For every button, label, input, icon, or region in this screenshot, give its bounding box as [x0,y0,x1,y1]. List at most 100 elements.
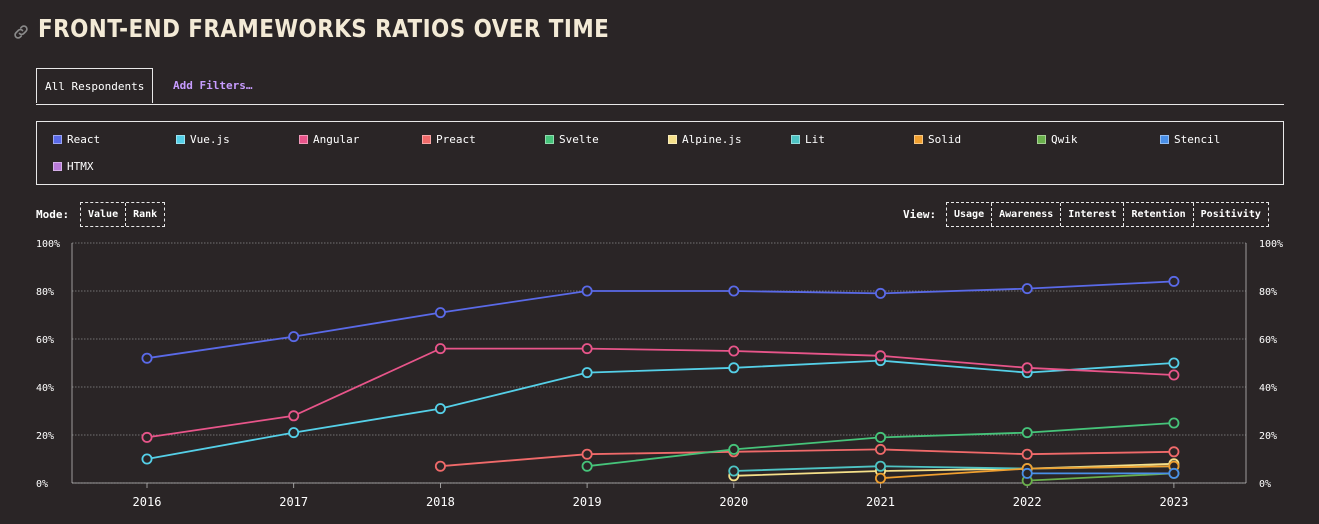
y-tick-label-left: 40% [36,383,54,394]
x-tick-label: 2017 [279,495,308,509]
tab-all-respondents[interactable]: All Respondents [36,68,154,103]
mode-rank-button[interactable]: Rank [133,209,158,220]
x-tick-label: 2020 [719,495,748,509]
legend-label: Stencil [1174,133,1221,146]
data-point-preact [581,448,593,460]
data-point-solid [875,472,887,484]
legend-swatch [1160,135,1169,144]
legend-item-stencil[interactable]: Stencil [1160,133,1220,146]
legend-label: Angular [313,133,360,146]
mode-value-button[interactable]: Value [81,203,127,226]
data-point-preact [1168,446,1180,458]
x-tick-label: 2016 [133,495,162,509]
legend-item-svelte[interactable]: Svelte [545,133,599,146]
legend-swatch [422,135,431,144]
legend-item-solid[interactable]: Solid [914,133,961,146]
add-filters-button[interactable]: Add Filters… [173,79,253,92]
data-point-angular [728,345,740,357]
view-positivity-button[interactable]: Positivity [1200,209,1261,220]
data-point-vue-js [581,367,593,379]
series-line-angular [146,347,1174,439]
view-awareness-button[interactable]: Awareness [992,203,1062,226]
legend-item-qwik[interactable]: Qwik [1037,133,1078,146]
legend-label: Lit [805,133,825,146]
title-row: FRONT-END FRAMEWORKS RATIOS OVER TIME [12,14,702,43]
data-point-react [1021,283,1033,295]
legend-item-alpine-js[interactable]: Alpine.js [668,133,742,146]
legend-swatch [545,135,554,144]
legend-label: Solid [928,133,962,146]
legend-label: Alpine.js [682,133,742,146]
y-tick-label-right: 100% [1259,239,1283,250]
legend-swatch [299,135,308,144]
x-tick-label: 2022 [1013,495,1042,509]
legend-label: React [67,133,101,146]
data-point-react [581,285,593,297]
data-point-preact [1021,448,1033,460]
data-point-react [141,352,153,364]
data-point-angular [581,343,593,355]
legend-item-angular[interactable]: Angular [299,133,359,146]
view-usage-button[interactable]: Usage [947,203,993,226]
data-point-preact [434,460,446,472]
data-point-angular [1021,362,1033,374]
filter-bar: All Respondents Add Filters… [36,68,1284,105]
data-point-svelte [1168,417,1180,429]
legend-swatch [668,135,677,144]
data-point-react [434,307,446,319]
x-tick-label: 2021 [866,495,895,509]
data-point-angular [141,431,153,443]
legend-label: Vue.js [190,133,230,146]
data-point-react [288,331,300,343]
y-tick-label-left: 80% [36,287,54,298]
legend-item-htmx[interactable]: HTMX [53,160,94,173]
data-point-react [1168,275,1180,287]
y-tick-label-left: 60% [36,335,54,346]
line-chart: 0% 0% 20% 20% 40% 40% 60% 60% 80% 80% 100% 100% 2016… [36,239,1283,509]
data-point-stencil [1021,467,1033,479]
view-retention-button[interactable]: Retention [1124,203,1194,226]
view-interest-button[interactable]: Interest [1061,203,1125,226]
legend-label: HTMX [67,160,94,173]
legend-swatch [1037,135,1046,144]
data-point-vue-js [141,453,153,465]
chart-legend: React Vue.js Angular Preact Svelte Alpine.js L… [36,121,1284,185]
link-icon[interactable] [12,23,30,41]
data-point-svelte [1021,427,1033,439]
page-title: FRONT-END FRAMEWORKS RATIOS OVER TIME [38,14,610,43]
legend-label: Svelte [559,133,599,146]
data-point-svelte [728,443,740,455]
data-point-svelte [875,431,887,443]
legend-label: Qwik [1051,133,1078,146]
data-point-angular [1168,369,1180,381]
data-point-angular [434,343,446,355]
y-tick-label-right: 0% [1259,479,1271,490]
data-point-vue-js [1168,357,1180,369]
legend-swatch [914,135,923,144]
series-line-alpine-js [733,462,1174,477]
legend-item-lit[interactable]: Lit [791,133,825,146]
y-tick-label-right: 40% [1259,383,1277,394]
legend-label: Preact [436,133,476,146]
mode-label: Mode: [36,208,70,221]
data-point-lit [728,465,740,477]
legend-swatch [53,135,62,144]
data-point-preact [875,443,887,455]
legend-item-vue-js[interactable]: Vue.js [176,133,230,146]
view-label: View: [903,208,937,221]
data-point-lit [875,460,887,472]
x-tick-label: 2018 [426,495,455,509]
y-tick-label-left: 20% [36,431,54,442]
data-point-vue-js [728,362,740,374]
legend-item-preact[interactable]: Preact [422,133,476,146]
data-point-svelte [581,460,593,472]
series-line-react [146,280,1174,360]
data-point-react [728,285,740,297]
legend-swatch [176,135,185,144]
legend-item-react[interactable]: React [53,133,100,146]
x-tick-label: 2019 [573,495,602,509]
series-line-preact [440,448,1174,468]
y-tick-label-right: 20% [1259,431,1277,442]
data-point-vue-js [434,403,446,415]
data-point-stencil [1168,467,1180,479]
